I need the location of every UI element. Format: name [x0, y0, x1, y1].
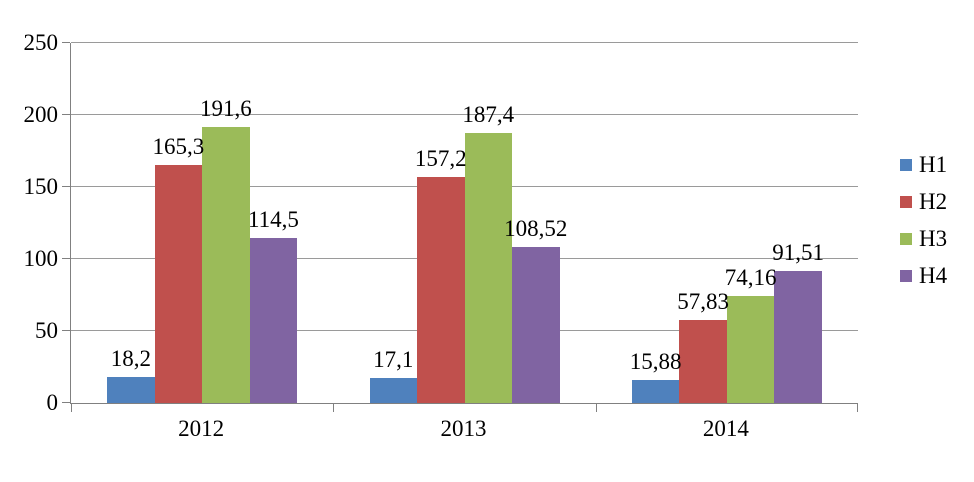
y-axis-tick-label-0: 0: [46, 390, 59, 415]
bar-h1-2012: [107, 376, 155, 403]
bar-h1-2013: [369, 378, 417, 403]
y-axis-tick-label-100: 100: [23, 246, 59, 271]
legend-label-h4: H4: [919, 262, 948, 288]
x-axis-tick-3: [857, 403, 858, 412]
y-axis-tick-label-200: 200: [23, 102, 59, 127]
legend: H1 H2 H3 H4: [900, 146, 947, 294]
y-axis-tick-label-250: 250: [23, 30, 59, 55]
data-label-h3-2013: 187,4: [462, 102, 515, 128]
data-label-h1-2014: 15,88: [629, 349, 682, 375]
bar-h3-2013: [464, 133, 512, 403]
data-label-h1-2013: 17,1: [373, 347, 414, 373]
data-label-h4-2012: 114,5: [247, 207, 299, 233]
bar-h1-2014: [631, 380, 680, 403]
bar-h4-2014: [774, 271, 822, 403]
data-label-h4-2014: 91,51: [772, 240, 824, 266]
data-label-h3-2014: 74,16: [724, 265, 777, 291]
y-axis-tick-label-150: 150: [23, 174, 59, 199]
plot-area: 18,2 17,1 15,88 165,3 157,2 57,83 191,6 187,4 74…: [62, 42, 858, 412]
bar-h2-2012: [154, 164, 203, 403]
bar-h3-2014: [726, 296, 775, 403]
x-axis-tick-0: [71, 403, 72, 412]
legend-item-h1: H1: [900, 146, 947, 183]
x-axis-category-label-2014: 2014: [702, 416, 749, 441]
x-axis-category-label-2012: 2012: [178, 416, 225, 441]
bar-h2-2013: [417, 176, 465, 403]
legend-label-h2: H2: [919, 188, 948, 214]
legend-swatch-h4-icon: [900, 269, 912, 282]
legend-item-h3: H3: [900, 220, 947, 257]
y-axis-tick-0: [62, 402, 70, 403]
y-axis-tick-label-50: 50: [35, 318, 58, 343]
x-axis-tick-1: [333, 403, 335, 412]
x-axis-tick-2: [595, 403, 597, 412]
y-axis-tick-50: [62, 330, 70, 331]
gridline-200: [71, 114, 858, 115]
legend-label-h1: H1: [919, 151, 948, 177]
legend-swatch-h2-icon: [900, 195, 912, 208]
data-label-h2-2013: 157,2: [414, 145, 467, 171]
data-label-h2-2014: 57,83: [677, 288, 729, 314]
data-label-h3-2012: 191,6: [200, 96, 252, 122]
data-label-h4-2013: 108,52: [504, 215, 568, 241]
data-label-h1-2012: 18,2: [110, 345, 152, 371]
legend-swatch-h3-icon: [900, 232, 912, 245]
legend-item-h4: H4: [900, 257, 947, 294]
y-axis-tick-100: [62, 258, 70, 259]
bar-h3-2012: [202, 127, 250, 403]
legend-item-h2: H2: [900, 183, 947, 220]
bar-h2-2014: [679, 319, 727, 403]
y-axis-tick-150: [62, 186, 70, 187]
bar-h4-2013: [512, 246, 560, 403]
gridline-250: [71, 42, 858, 43]
data-label-h2-2012: 165,3: [152, 133, 205, 159]
y-axis-tick-200: [62, 114, 70, 115]
y-axis-tick-250: [62, 42, 70, 43]
x-axis-category-label-2013: 2013: [440, 416, 487, 441]
legend-swatch-h1-icon: [900, 158, 912, 171]
legend-label-h3: H3: [919, 225, 948, 251]
bar-h4-2012: [249, 238, 298, 403]
